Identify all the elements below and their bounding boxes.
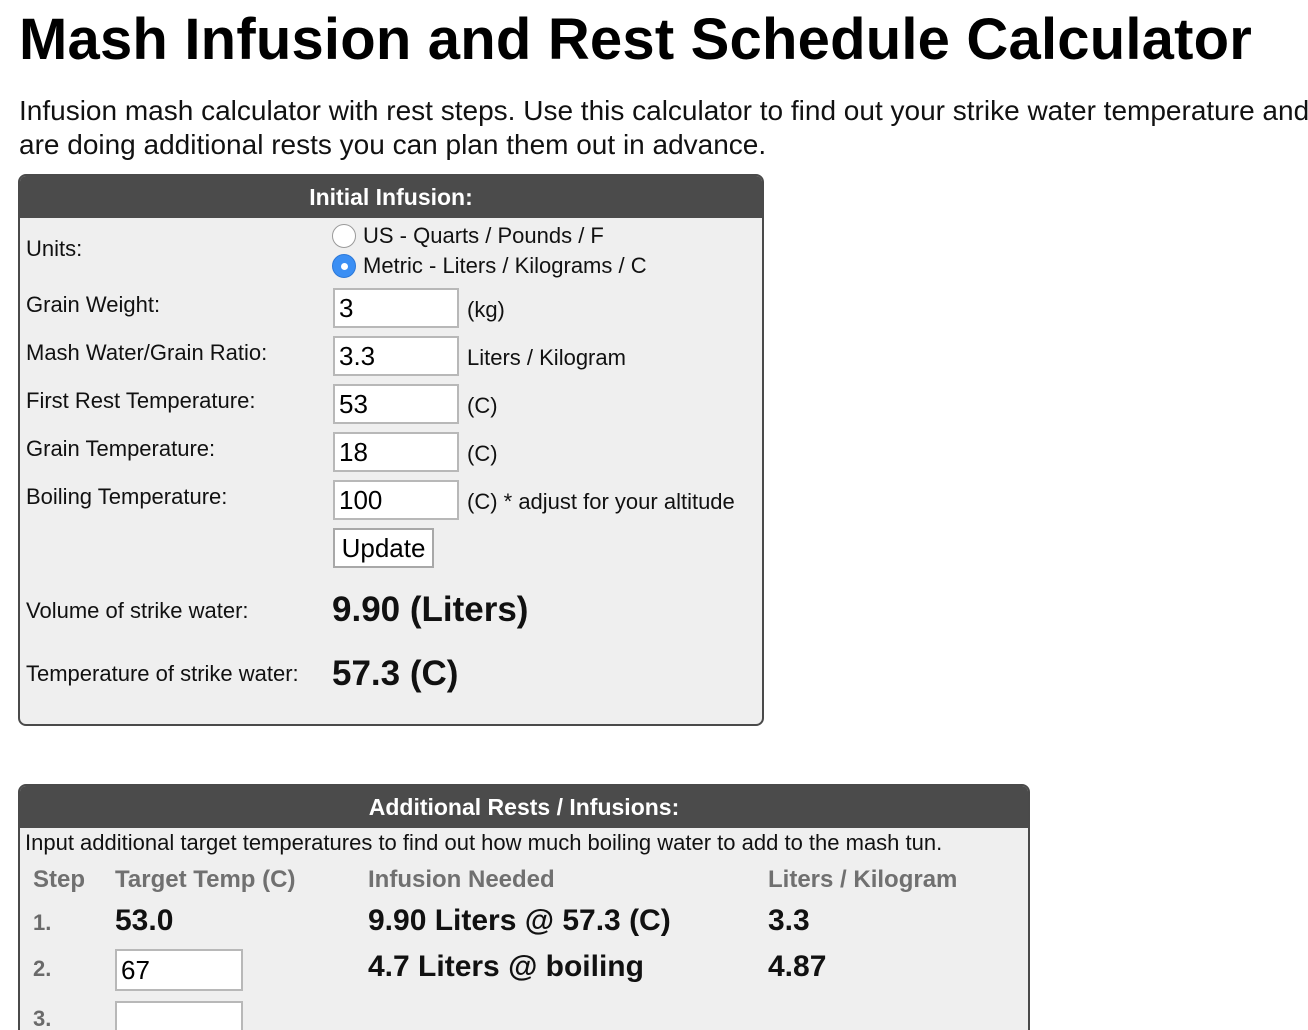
step-number: 2. xyxy=(33,956,52,981)
first-rest-temp-unit: (C) xyxy=(467,393,498,418)
strike-temp-value: 57.3 (C) xyxy=(332,654,459,693)
water-grain-ratio-input[interactable]: 3.3 xyxy=(333,336,459,376)
grain-weight-input[interactable]: 3 xyxy=(333,288,459,328)
step-target-temp-input[interactable] xyxy=(115,1001,243,1030)
step-infusion-needed: 4.7 Liters @ boiling xyxy=(368,950,644,983)
grain-temp-label: Grain Temperature: xyxy=(26,436,216,461)
unit-option-metric[interactable]: Metric - Liters / Kilograms / C xyxy=(332,253,647,279)
boiling-temp-unit: (C) * adjust for your altitude xyxy=(467,489,735,514)
page-title: Mash Infusion and Rest Schedule Calculat… xyxy=(19,7,1253,72)
step-ratio: 4.87 xyxy=(768,950,827,983)
us-units-radio[interactable] xyxy=(332,224,356,248)
intro-text: Infusion mash calculator with rest steps… xyxy=(19,95,1308,160)
step-ratio: 3.3 xyxy=(768,904,810,937)
step-infusion-needed: 9.90 Liters @ 57.3 (C) xyxy=(368,904,671,937)
additional-rests-panel: Additional Rests / Infusions: Input addi… xyxy=(18,784,1030,1030)
first-rest-temp-input[interactable]: 53 xyxy=(333,384,459,424)
grain-weight-unit: (kg) xyxy=(467,297,505,322)
col-header-infusion: Infusion Needed xyxy=(368,866,555,893)
grain-weight-label: Grain Weight: xyxy=(26,292,161,317)
water-grain-ratio-label: Mash Water/Grain Ratio: xyxy=(26,340,268,365)
unit-option-us[interactable]: US - Quarts / Pounds / F xyxy=(332,223,604,249)
water-grain-ratio-unit: Liters / Kilogram xyxy=(467,345,626,370)
additional-rests-header: Additional Rests / Infusions: xyxy=(20,786,1028,828)
update-button[interactable]: Update xyxy=(333,528,434,568)
step-number: 1. xyxy=(33,910,52,935)
metric-units-label: Metric - Liters / Kilograms / C xyxy=(363,253,647,278)
initial-infusion-panel: Initial Infusion: Units: US - Quarts / P… xyxy=(18,174,764,726)
strike-volume-label: Volume of strike water: xyxy=(26,598,249,623)
step-target-temp: 53.0 xyxy=(115,904,174,937)
additional-rests-description: Input additional target temperatures to … xyxy=(25,830,943,855)
units-label: Units: xyxy=(26,236,83,261)
col-header-step: Step xyxy=(33,866,86,893)
first-rest-temp-label: First Rest Temperature: xyxy=(26,388,256,413)
step-target-temp-input[interactable]: 67 xyxy=(115,949,243,991)
us-units-label: US - Quarts / Pounds / F xyxy=(363,223,604,248)
grain-temp-input[interactable]: 18 xyxy=(333,432,459,472)
initial-infusion-header: Initial Infusion: xyxy=(20,176,762,218)
metric-units-radio[interactable] xyxy=(332,254,356,278)
strike-temp-label: Temperature of strike water: xyxy=(26,661,299,686)
col-header-target-temp: Target Temp (C) xyxy=(115,866,296,893)
step-number: 3. xyxy=(33,1006,52,1030)
col-header-ratio: Liters / Kilogram xyxy=(768,866,958,893)
grain-temp-unit: (C) xyxy=(467,441,498,466)
strike-volume-value: 9.90 (Liters) xyxy=(332,590,529,629)
boiling-temp-label: Boiling Temperature: xyxy=(26,484,228,509)
boiling-temp-input[interactable]: 100 xyxy=(333,480,459,520)
